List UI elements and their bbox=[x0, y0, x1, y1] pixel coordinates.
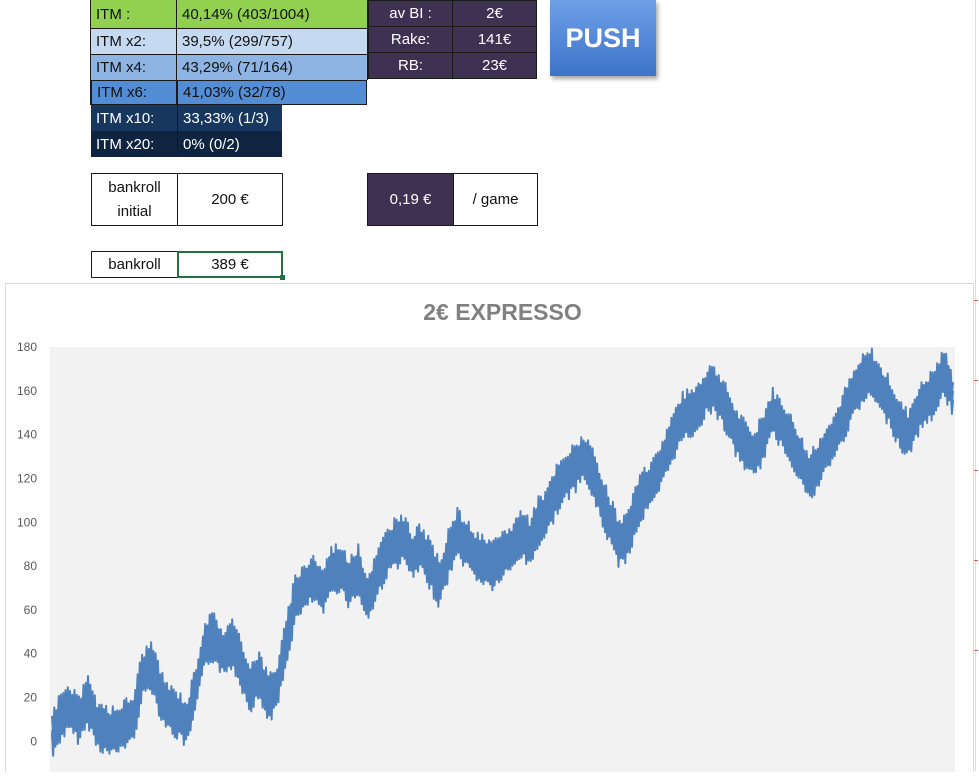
table-divider bbox=[176, 0, 177, 105]
itm-x20-label: ITM x20: bbox=[91, 131, 177, 157]
fill-handle[interactable] bbox=[280, 275, 285, 280]
y-tick-label: 80 bbox=[24, 559, 38, 573]
y-tick-label: 120 bbox=[17, 471, 37, 485]
avbi-label: av BI : bbox=[368, 0, 453, 27]
itm-x6-value: 41,03% (32/78) bbox=[177, 80, 367, 105]
line-chart: 2€ EXPRESSO 0 20 40 60 80 100 120 140 160 180 bbox=[17, 299, 955, 772]
rb-value: 23€ bbox=[453, 53, 537, 79]
series-lines bbox=[51, 347, 954, 757]
y-axis: 0 20 40 60 80 100 120 140 160 180 bbox=[17, 340, 37, 748]
table-border-left bbox=[90, 0, 91, 105]
series-line bbox=[51, 347, 954, 742]
page-break-mark bbox=[972, 470, 978, 471]
itm-x4-label: ITM x4: bbox=[91, 54, 177, 80]
y-tick-label: 180 bbox=[17, 340, 37, 354]
y-tick-label: 60 bbox=[24, 603, 38, 617]
y-tick-label: 40 bbox=[24, 647, 38, 661]
table-border-right bbox=[367, 0, 368, 80]
sheet-edge bbox=[975, 0, 976, 771]
page-break-mark bbox=[972, 560, 978, 561]
y-tick-label: 0 bbox=[30, 734, 37, 748]
itm-x10-label: ITM x10: bbox=[91, 105, 177, 131]
itm-x6-label: ITM x6: bbox=[91, 80, 177, 105]
y-tick-label: 160 bbox=[17, 384, 37, 398]
bankroll-label: bankroll bbox=[91, 251, 178, 278]
page-break-mark bbox=[972, 380, 978, 381]
bankroll-initial-value[interactable]: 200 € bbox=[177, 173, 283, 226]
rb-label: RB: bbox=[368, 53, 453, 79]
page-break-mark bbox=[972, 650, 978, 651]
itm-x10-value: 33,33% (1/3) bbox=[177, 105, 282, 131]
y-tick-label: 20 bbox=[24, 691, 38, 705]
rake-value: 141€ bbox=[453, 27, 537, 53]
bankroll-value-selected-cell[interactable]: 389 € bbox=[177, 251, 283, 278]
rake-label: Rake: bbox=[368, 27, 453, 53]
itm-x20-value: 0% (0/2) bbox=[177, 131, 282, 157]
per-game-value: 0,19 € bbox=[367, 173, 454, 226]
itm-value: 40,14% (403/1004) bbox=[177, 0, 367, 28]
per-game-unit: / game bbox=[453, 173, 538, 226]
page-break-mark bbox=[972, 300, 978, 301]
itm-x4-value: 43,29% (71/164) bbox=[177, 54, 367, 80]
push-button[interactable]: PUSH bbox=[550, 0, 656, 76]
itm-x2-value: 39,5% (299/757) bbox=[177, 28, 367, 54]
itm-label: ITM : bbox=[91, 0, 177, 28]
y-tick-label: 100 bbox=[17, 515, 37, 529]
avbi-value: 2€ bbox=[453, 0, 537, 27]
y-tick-label: 140 bbox=[17, 428, 37, 442]
bankroll-initial-label: bankroll initial bbox=[91, 173, 178, 226]
itm-x2-label: ITM x2: bbox=[91, 28, 177, 54]
chart-title: 2€ EXPRESSO bbox=[423, 299, 582, 325]
chart-container[interactable]: 2€ EXPRESSO 0 20 40 60 80 100 120 140 160 180 bbox=[5, 283, 974, 772]
